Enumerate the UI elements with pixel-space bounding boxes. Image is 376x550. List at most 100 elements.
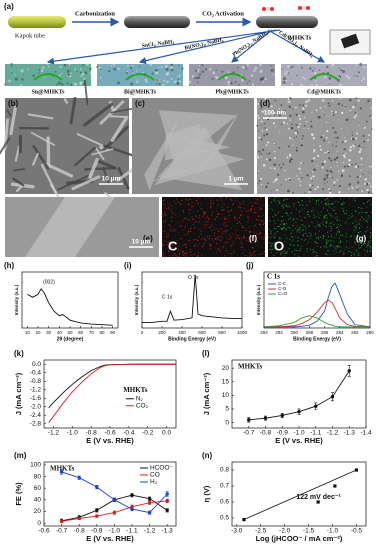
map-dot — [364, 254, 366, 256]
map-dot — [167, 202, 169, 205]
grain — [265, 185, 268, 189]
map-dot — [331, 215, 333, 217]
map-dot — [260, 223, 262, 225]
grain — [278, 164, 281, 166]
x-tick-label: -1.2 — [144, 528, 156, 535]
map-dot — [316, 242, 318, 244]
map-dot — [203, 224, 205, 226]
texture — [10, 72, 13, 74]
map-dot — [338, 237, 341, 239]
texture — [96, 65, 99, 68]
grain — [303, 116, 306, 119]
map-dot — [211, 202, 213, 204]
panel-label: (f) — [249, 234, 257, 243]
map-dot — [354, 235, 356, 237]
grain — [294, 131, 298, 135]
map-dot — [301, 245, 303, 247]
map-dot — [292, 244, 294, 247]
grain — [327, 151, 330, 154]
map-dot — [294, 249, 296, 251]
map-dot — [328, 206, 330, 208]
map-dot — [354, 197, 356, 199]
map-dot — [315, 235, 317, 237]
map-dot — [319, 214, 321, 217]
grain — [339, 97, 342, 99]
grain — [324, 175, 326, 177]
grain — [275, 164, 277, 166]
grain — [265, 132, 269, 136]
map-dot — [362, 211, 364, 214]
marker — [165, 499, 169, 503]
texture — [14, 77, 18, 81]
grain — [265, 158, 268, 161]
texture — [246, 82, 249, 84]
map-dot — [224, 232, 227, 234]
grain — [292, 192, 294, 194]
x-tick-label: -1.0 — [327, 528, 339, 535]
map-dot — [223, 203, 225, 205]
map-dot — [366, 251, 368, 253]
map-dot — [286, 251, 288, 253]
texture — [234, 80, 237, 84]
map-dot — [348, 214, 350, 217]
fiber — [0, 137, 11, 155]
map-dot — [304, 216, 306, 219]
map-dot — [360, 247, 362, 249]
map-dot — [177, 231, 179, 234]
map-dot — [333, 237, 335, 239]
map-dot — [290, 232, 292, 234]
grain — [357, 99, 360, 102]
map-dot — [268, 228, 270, 231]
grain — [324, 106, 326, 108]
map-dot — [331, 203, 333, 205]
grain — [290, 126, 294, 130]
map-dot — [283, 245, 285, 247]
map-dot — [213, 228, 216, 231]
map-dot — [177, 250, 179, 252]
map-dot — [299, 228, 301, 230]
map-dot — [317, 238, 320, 240]
y-axis-label: Intensity (a.u.) — [134, 284, 139, 315]
grain — [282, 121, 286, 124]
map-dot — [228, 214, 230, 216]
plot-frame — [141, 271, 243, 329]
texture — [82, 64, 85, 67]
map-dot — [343, 252, 345, 255]
map-dot — [355, 220, 357, 222]
series-line — [27, 287, 113, 326]
map-dot — [233, 249, 236, 251]
texture — [355, 64, 358, 66]
map-dot — [369, 236, 372, 238]
grain — [350, 106, 352, 108]
map-dot — [216, 238, 219, 240]
map-dot — [300, 219, 302, 221]
map-dot — [300, 239, 303, 241]
texture — [338, 67, 340, 70]
map-dot — [302, 204, 304, 206]
map-dot — [237, 198, 239, 200]
map-dot — [194, 227, 196, 229]
map-dot — [302, 235, 304, 237]
map-dot — [315, 215, 318, 218]
carbon-tube — [124, 16, 190, 28]
map-dot — [228, 217, 230, 219]
map-dot — [167, 232, 169, 234]
grain — [283, 110, 287, 113]
fiber — [46, 136, 51, 169]
map-dot — [238, 237, 241, 240]
grain — [320, 136, 323, 139]
x-tick-label: -1.4 — [360, 430, 372, 437]
grain — [322, 135, 324, 137]
map-dot — [260, 253, 262, 255]
map-dot — [313, 214, 315, 216]
map-dot — [289, 238, 291, 240]
map-dot — [238, 205, 240, 207]
map-dot — [273, 219, 275, 221]
map-dot — [337, 217, 339, 219]
grain — [321, 163, 324, 166]
map-dot — [339, 198, 341, 200]
map-dot — [295, 227, 297, 229]
map-dot — [262, 237, 264, 239]
texture — [331, 63, 335, 67]
